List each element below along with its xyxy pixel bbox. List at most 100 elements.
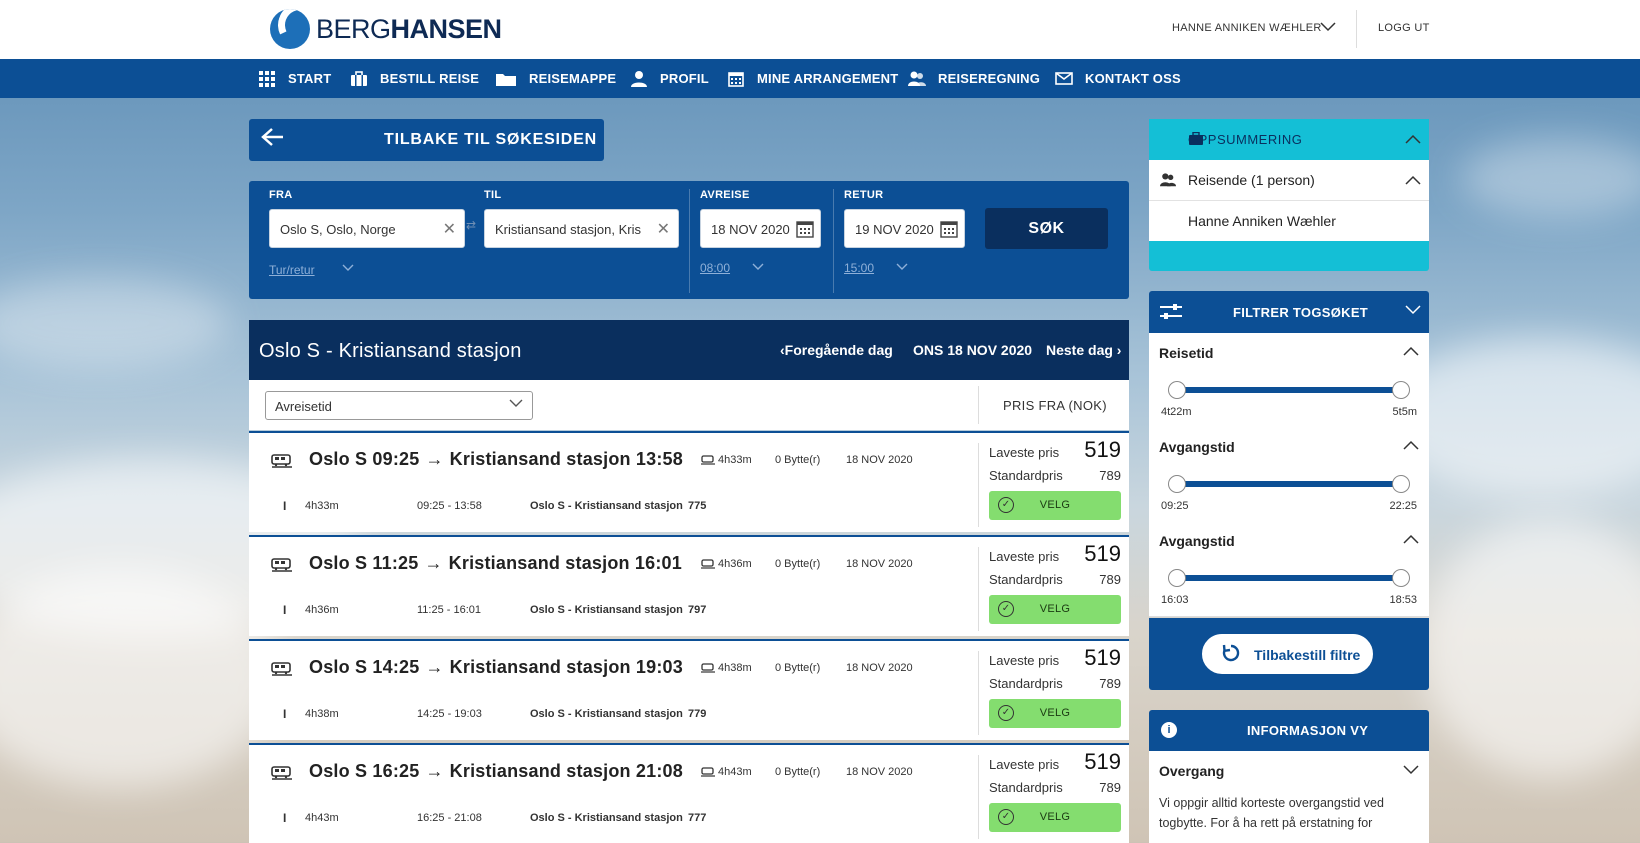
trip-type-select[interactable]: Tur/retur [269,263,315,277]
trip-from: Oslo S [309,657,368,677]
clear-to-icon[interactable]: ✕ [656,221,670,238]
select-trip-button[interactable]: ✓ VELG [989,491,1121,520]
refresh-icon [1221,643,1241,668]
trip-duration-value: 4h33m [718,454,752,466]
next-day-link[interactable]: Neste dag › [1046,342,1122,358]
range-slider-max-handle[interactable] [1392,475,1410,493]
trip-arrival-time: 16:01 [634,553,682,573]
check-circle-icon: ✓ [998,809,1014,825]
route-title: Oslo S - Kristiansand stasjon [259,340,522,362]
filter-section: Reisetid 4t22m 5t5m [1149,333,1429,429]
range-max-value: 22:25 [1389,500,1417,512]
range-slider-max-handle[interactable] [1392,381,1410,399]
back-to-search-button[interactable]: TILBAKE TIL SØKESIDEN [249,119,604,161]
range-slider-min-handle[interactable] [1168,381,1186,399]
nav-item-kontakt-oss[interactable]: KONTAKT OSS [1055,59,1181,98]
trip-row[interactable]: Oslo S 14:25 → Kristiansand stasjon 19:03 4… [249,639,1129,740]
chevron-up-icon[interactable] [1403,343,1419,359]
depart-time-select[interactable]: 08:00 [700,261,731,275]
standard-price-label: Standardpris [989,572,1063,587]
train-icon [271,556,293,574]
trip-from: Oslo S [309,449,368,469]
calendar-icon[interactable] [940,220,958,238]
segment-time-range: 11:25 - 16:01 [417,604,482,616]
to-field[interactable]: Kristiansand stasjon, Kris ✕ [484,209,679,248]
trip-departure-time: 16:25 [372,761,420,781]
filter-section-title[interactable]: Avgangstid [1159,533,1235,549]
chevron-up-icon[interactable] [1405,131,1421,147]
range-slider-min-handle[interactable] [1168,569,1186,587]
nav-item-start[interactable]: START [258,59,331,98]
range-slider-track[interactable] [1177,481,1401,487]
trip-duration-value: 4h43m [718,766,752,778]
nav-label: MINE ARRANGEMENT [757,71,899,86]
train-small-icon [701,455,715,465]
range-slider-track[interactable] [1177,575,1401,581]
filter-title: FILTRER TOGSØKET [1233,305,1369,320]
trip-date: 18 NOV 2020 [846,766,913,778]
suitcase-icon [350,70,368,88]
trip-row[interactable]: Oslo S 16:25 → Kristiansand stasjon 21:08 4… [249,743,1129,843]
trip-row[interactable]: Oslo S 11:25 → Kristiansand stasjon 16:01 4… [249,535,1129,636]
nav-label: PROFIL [660,71,709,86]
chevron-down-icon[interactable] [752,260,764,274]
trip-to: Kristiansand stasjon [449,657,631,677]
chevron-down-icon[interactable] [896,260,908,274]
nav-label: KONTAKT OSS [1085,71,1181,86]
brand-logo[interactable]: BERGHANSEN [270,9,502,49]
chevron-down-icon[interactable] [1320,19,1336,36]
swap-icon[interactable]: ⇄ [466,218,477,232]
train-small-icon [701,767,715,777]
nav-item-mine-arrangement[interactable]: MINE ARRANGEMENT [727,59,898,98]
trip-duration-value: 4h38m [718,662,752,674]
chevron-up-icon[interactable] [1403,531,1419,547]
train-icon [271,764,293,782]
filter-section-title[interactable]: Reisetid [1159,345,1214,361]
summary-header[interactable]: OPPSUMMERING [1149,119,1429,160]
nav-item-reisemappe[interactable]: REISEMAPPE [495,59,616,98]
clear-from-icon[interactable]: ✕ [442,221,456,238]
trip-row[interactable]: Oslo S 09:25 → Kristiansand stasjon 13:58 4… [249,431,1129,532]
chevron-up-icon[interactable] [1405,172,1421,188]
chevron-down-icon [509,396,523,411]
user-menu-name[interactable]: HANNE ANNIKEN WÆHLER [1172,22,1322,34]
previous-day-link[interactable]: ‹Foregående dag [780,342,893,358]
chevron-down-icon[interactable] [1405,302,1421,318]
range-slider-track[interactable] [1177,387,1401,393]
segment-route: Oslo S - Kristiansand stasjon [530,604,683,616]
segment-route: Oslo S - Kristiansand stasjon [530,812,683,824]
range-slider-min-handle[interactable] [1168,475,1186,493]
nav-item-bestill-reise[interactable]: BESTILL REISE [350,59,479,98]
lowest-price-label: Laveste pris [989,757,1060,772]
travellers-label[interactable]: Reisende (1 person) [1188,172,1315,188]
logout-link[interactable]: LOGG UT [1378,22,1430,34]
select-trip-button[interactable]: ✓ VELG [989,699,1121,728]
select-trip-button[interactable]: ✓ VELG [989,803,1121,832]
select-trip-button[interactable]: ✓ VELG [989,595,1121,624]
return-date-field[interactable]: 19 NOV 2020 [844,209,965,248]
from-field[interactable]: Oslo S, Oslo, Norge ✕ [269,209,465,248]
reset-filters-button[interactable]: Tilbakestill filtre [1202,634,1373,674]
nav-item-profil[interactable]: PROFIL [630,59,709,98]
trip-arrival-time: 21:08 [635,761,683,781]
info-header[interactable]: i INFORMASJON VY [1149,710,1429,751]
info-section-title[interactable]: Overgang [1159,763,1225,779]
search-button[interactable]: SØK [985,208,1108,249]
nav-item-reiseregning[interactable]: REISEREGNING [908,59,1040,98]
chevron-down-icon[interactable] [342,261,354,275]
depart-date-field[interactable]: 18 NOV 2020 [700,209,821,248]
range-slider-max-handle[interactable] [1392,569,1410,587]
filter-section-title[interactable]: Avgangstid [1159,439,1235,455]
chevron-up-icon[interactable] [1403,437,1419,453]
chevron-down-icon[interactable] [1403,762,1419,778]
return-time-select[interactable]: 15:00 [844,261,875,275]
nav-label: REISEREGNING [938,71,1041,86]
trip-summary: Oslo S 16:25 → Kristiansand stasjon 21:08 [309,761,683,782]
filter-header[interactable]: FILTRER TOGSØKET [1149,291,1429,333]
users-icon [908,70,926,88]
sort-select[interactable]: Avreisetid [265,391,533,420]
segment-route: Oslo S - Kristiansand stasjon [530,500,683,512]
segment-icon: I [283,499,287,513]
traveller-name: Hanne Anniken Wæhler [1188,213,1336,229]
calendar-icon[interactable] [796,220,814,238]
